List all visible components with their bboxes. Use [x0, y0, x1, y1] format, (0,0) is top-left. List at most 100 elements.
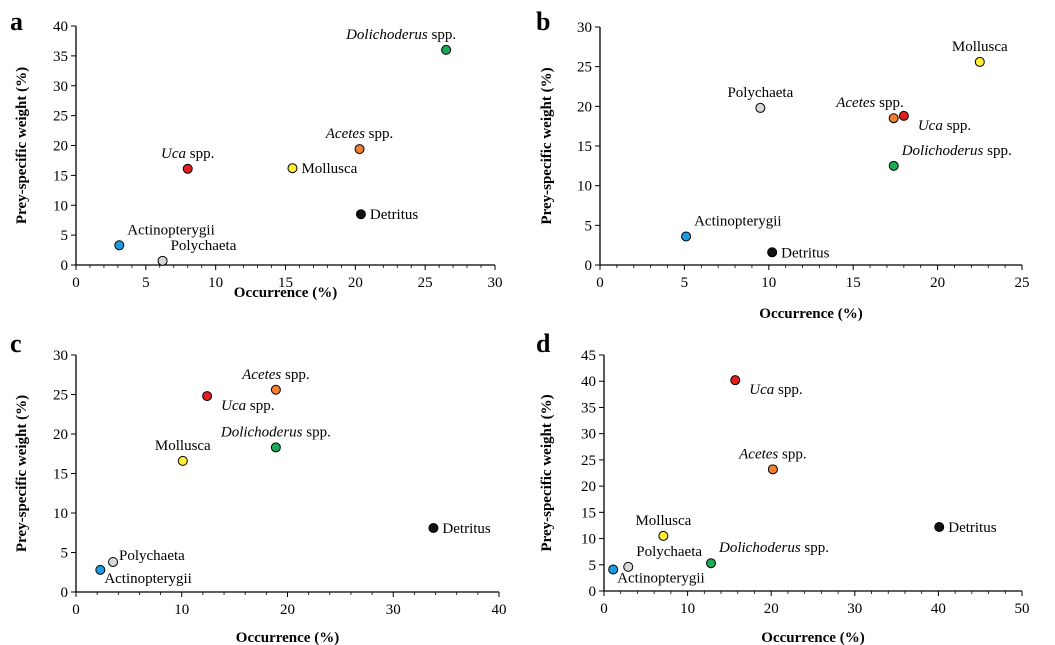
point-label: Acetes spp.: [738, 446, 806, 462]
x-tick-label: 20: [764, 601, 779, 617]
x-tick-label: 0: [72, 275, 80, 291]
point-label-text: Detritus: [370, 207, 418, 223]
point-label-text: Polychaeta: [727, 85, 793, 101]
point-label-genus: Dolichoderus: [220, 424, 303, 440]
data-point: [888, 113, 899, 124]
data-point: [428, 523, 439, 534]
data-point: [706, 558, 717, 569]
point-label: Actinopterygii: [694, 213, 781, 229]
point-label-text: spp.: [983, 143, 1011, 159]
point-label-text: spp.: [365, 126, 393, 142]
x-tick-label: 50: [1015, 601, 1030, 617]
x-tick-label: 20: [280, 602, 295, 618]
point-label: Dolichoderus spp.: [718, 540, 829, 556]
y-tick-label: 10: [53, 198, 68, 214]
data-point: [974, 56, 985, 67]
point-label: Mollusca: [301, 161, 357, 177]
y-axis-label: Prey-specific weight (%): [14, 67, 30, 224]
data-point: [114, 240, 125, 251]
x-tick-label: 30: [488, 275, 503, 291]
data-point: [608, 564, 619, 575]
y-tick-label: 0: [61, 258, 69, 274]
point-label-text: Actinopterygii: [694, 213, 781, 229]
y-tick-label: 15: [581, 505, 596, 521]
y-axis-label: Prey-specific weight (%): [539, 394, 555, 551]
point-label: Detritus: [948, 520, 996, 536]
point-label-text: Polychaeta: [119, 548, 185, 564]
data-point: [898, 110, 909, 121]
point-label-text: spp.: [774, 382, 802, 398]
point-label-text: Actinopterygii: [127, 222, 214, 238]
data-point: [755, 102, 766, 113]
data-point: [182, 163, 193, 174]
point-label: Acetes spp.: [835, 95, 903, 111]
point-label-text: spp.: [186, 146, 214, 162]
data-point: [441, 44, 452, 55]
point-label: Acetes spp.: [241, 367, 309, 383]
point-label-text: spp.: [875, 95, 903, 111]
x-tick-label: 25: [418, 275, 433, 291]
data-point: [888, 160, 899, 171]
y-tick-label: 20: [53, 427, 68, 443]
data-point: [623, 561, 634, 572]
y-tick-label: 30: [53, 348, 68, 364]
data-point: [157, 255, 168, 266]
point-label: Mollusca: [952, 39, 1008, 55]
x-tick-label: 15: [846, 275, 861, 291]
y-tick-label: 15: [53, 168, 68, 184]
y-tick-label: 5: [61, 546, 69, 562]
point-label-text: Mollusca: [635, 513, 691, 529]
x-tick-label: 15: [278, 275, 293, 291]
x-axis-label: Occurrence (%): [761, 630, 864, 645]
y-axis-label: Prey-specific weight (%): [539, 67, 555, 224]
point-label-text: spp.: [943, 118, 971, 134]
data-point: [95, 564, 106, 575]
y-tick-label: 5: [585, 218, 593, 234]
point-label: Dolichoderus spp.: [901, 143, 1012, 159]
point-label: Acetes spp.: [325, 126, 393, 142]
point-label-genus: Dolichoderus: [345, 27, 428, 43]
y-tick-label: 5: [589, 558, 597, 574]
point-label: Actinopterygii: [104, 571, 191, 587]
point-label: Uca spp.: [221, 398, 274, 414]
point-label-text: spp.: [281, 367, 309, 383]
point-label: Uca spp.: [749, 382, 802, 398]
point-label: Uca spp.: [161, 146, 214, 162]
data-point: [767, 464, 778, 475]
point-label: Detritus: [781, 245, 829, 261]
data-point: [202, 391, 213, 402]
x-tick-label: 5: [681, 275, 689, 291]
data-point: [287, 163, 298, 174]
point-label-text: Detritus: [948, 520, 996, 536]
y-tick-label: 5: [61, 228, 69, 244]
point-label-text: Mollusca: [301, 161, 357, 177]
x-tick-label: 20: [930, 275, 945, 291]
panel-a: a 0 5 10 15 20 25 30 0 5 10 15 20 25 30 35 40 Occurrence …: [10, 7, 503, 301]
point-label-genus: Uca: [221, 398, 246, 414]
point-label: Polychaeta: [171, 238, 237, 254]
x-tick-label: 30: [386, 602, 401, 618]
point-label-text: Actinopterygii: [617, 570, 704, 586]
data-point: [354, 144, 365, 155]
point-label-text: spp.: [303, 424, 331, 440]
y-tick-label: 40: [581, 374, 596, 390]
panel-c: c 0 10 20 30 40 0 5 10 15 20 25 30 Occurrence (%) Prey…: [10, 329, 507, 645]
y-tick-label: 40: [53, 19, 68, 35]
point-label: Polychaeta: [636, 544, 702, 560]
point-label-text: Polychaeta: [171, 238, 237, 254]
data-point: [355, 209, 366, 220]
x-tick-label: 40: [492, 602, 507, 618]
point-label: Polychaeta: [727, 85, 793, 101]
point-label-genus: Uca: [749, 382, 774, 398]
x-axis-label: Occurrence (%): [236, 630, 339, 645]
point-label-text: Mollusca: [952, 39, 1008, 55]
x-axis-label: Occurrence (%): [759, 306, 862, 322]
point-label: Detritus: [442, 521, 490, 537]
y-tick-label: 30: [53, 79, 68, 95]
y-tick-label: 35: [53, 49, 68, 65]
panel-letter: b: [536, 7, 550, 36]
point-label-text: Detritus: [781, 245, 829, 261]
point-label-genus: Uca: [918, 118, 943, 134]
data-point: [270, 384, 281, 395]
